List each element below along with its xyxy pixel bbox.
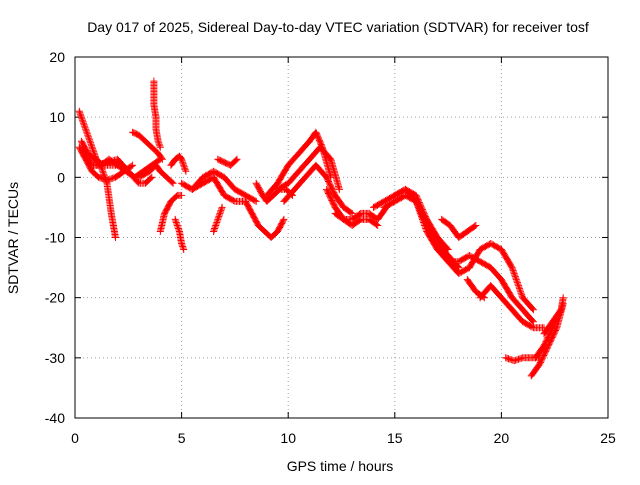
data-point-markers (210, 203, 226, 235)
data-point-markers (135, 161, 177, 187)
data-point-markers (150, 77, 164, 151)
series-arc-9 (156, 191, 186, 235)
series-arc-34 (540, 294, 567, 338)
data-point-markers (77, 137, 119, 241)
x-tick-label: 0 (71, 430, 79, 446)
data-point-markers (280, 161, 356, 217)
x-tick-label: 10 (280, 430, 296, 446)
y-tick-label: -20 (45, 290, 65, 306)
series-arc-14 (210, 203, 226, 235)
axis-ticks: 0 5 10 15 20 25 -40 -30 -20 -10 0 10 20 (45, 49, 616, 446)
y-tick-label: -40 (45, 410, 65, 426)
series-arc-19 (274, 143, 343, 193)
data-point-markers (476, 282, 548, 332)
x-tick-label: 5 (178, 430, 186, 446)
series-arc-20 (280, 161, 356, 217)
data-point-markers (438, 215, 480, 241)
data-point-markers (242, 197, 288, 241)
data-point-markers (465, 240, 537, 314)
y-tick-label: -30 (45, 350, 65, 366)
x-tick-label: 20 (494, 430, 510, 446)
series-arc-11 (171, 215, 188, 253)
series-arc-16 (242, 197, 288, 241)
data-point-markers (129, 128, 166, 163)
y-tick-label: 20 (49, 49, 65, 65)
series-arc-22 (331, 209, 382, 229)
data-point-markers (463, 276, 488, 302)
plot-frame (74, 56, 609, 419)
y-tick-label: 0 (57, 169, 65, 185)
series-arc-30 (463, 276, 488, 302)
series-arc-26 (438, 215, 480, 241)
y-axis-label: SDTVAR / TECUs (5, 182, 21, 294)
y-tick-label: -10 (45, 230, 65, 246)
data-point-markers (540, 294, 567, 338)
data-point-markers (214, 155, 241, 169)
data-point-markers (188, 167, 260, 205)
x-tick-label: 15 (387, 430, 403, 446)
series-arc-29 (476, 282, 548, 332)
chart-title: Day 017 of 2025, Sidereal Day-to-day VTE… (87, 19, 589, 35)
x-tick-label: 25 (600, 430, 616, 446)
series-arc-6 (129, 128, 166, 163)
series-arc-13 (188, 167, 260, 205)
data-markers (75, 77, 567, 380)
series-arc-28 (465, 240, 537, 314)
data-point-markers (274, 143, 343, 193)
series-arc-10 (167, 152, 190, 175)
series-arc-5 (92, 155, 156, 187)
data-point-markers (156, 191, 186, 235)
series-arc-3 (77, 137, 119, 241)
x-axis-label: GPS time / hours (287, 458, 394, 474)
y-tick-label: 10 (49, 109, 65, 125)
data-point-markers (92, 155, 156, 187)
series-arc-8 (135, 161, 177, 187)
data-point-markers (331, 209, 382, 229)
series-arc-7 (150, 77, 164, 151)
series-arc-15 (214, 155, 241, 169)
data-point-markers (167, 152, 190, 175)
data-point-markers (171, 215, 188, 253)
